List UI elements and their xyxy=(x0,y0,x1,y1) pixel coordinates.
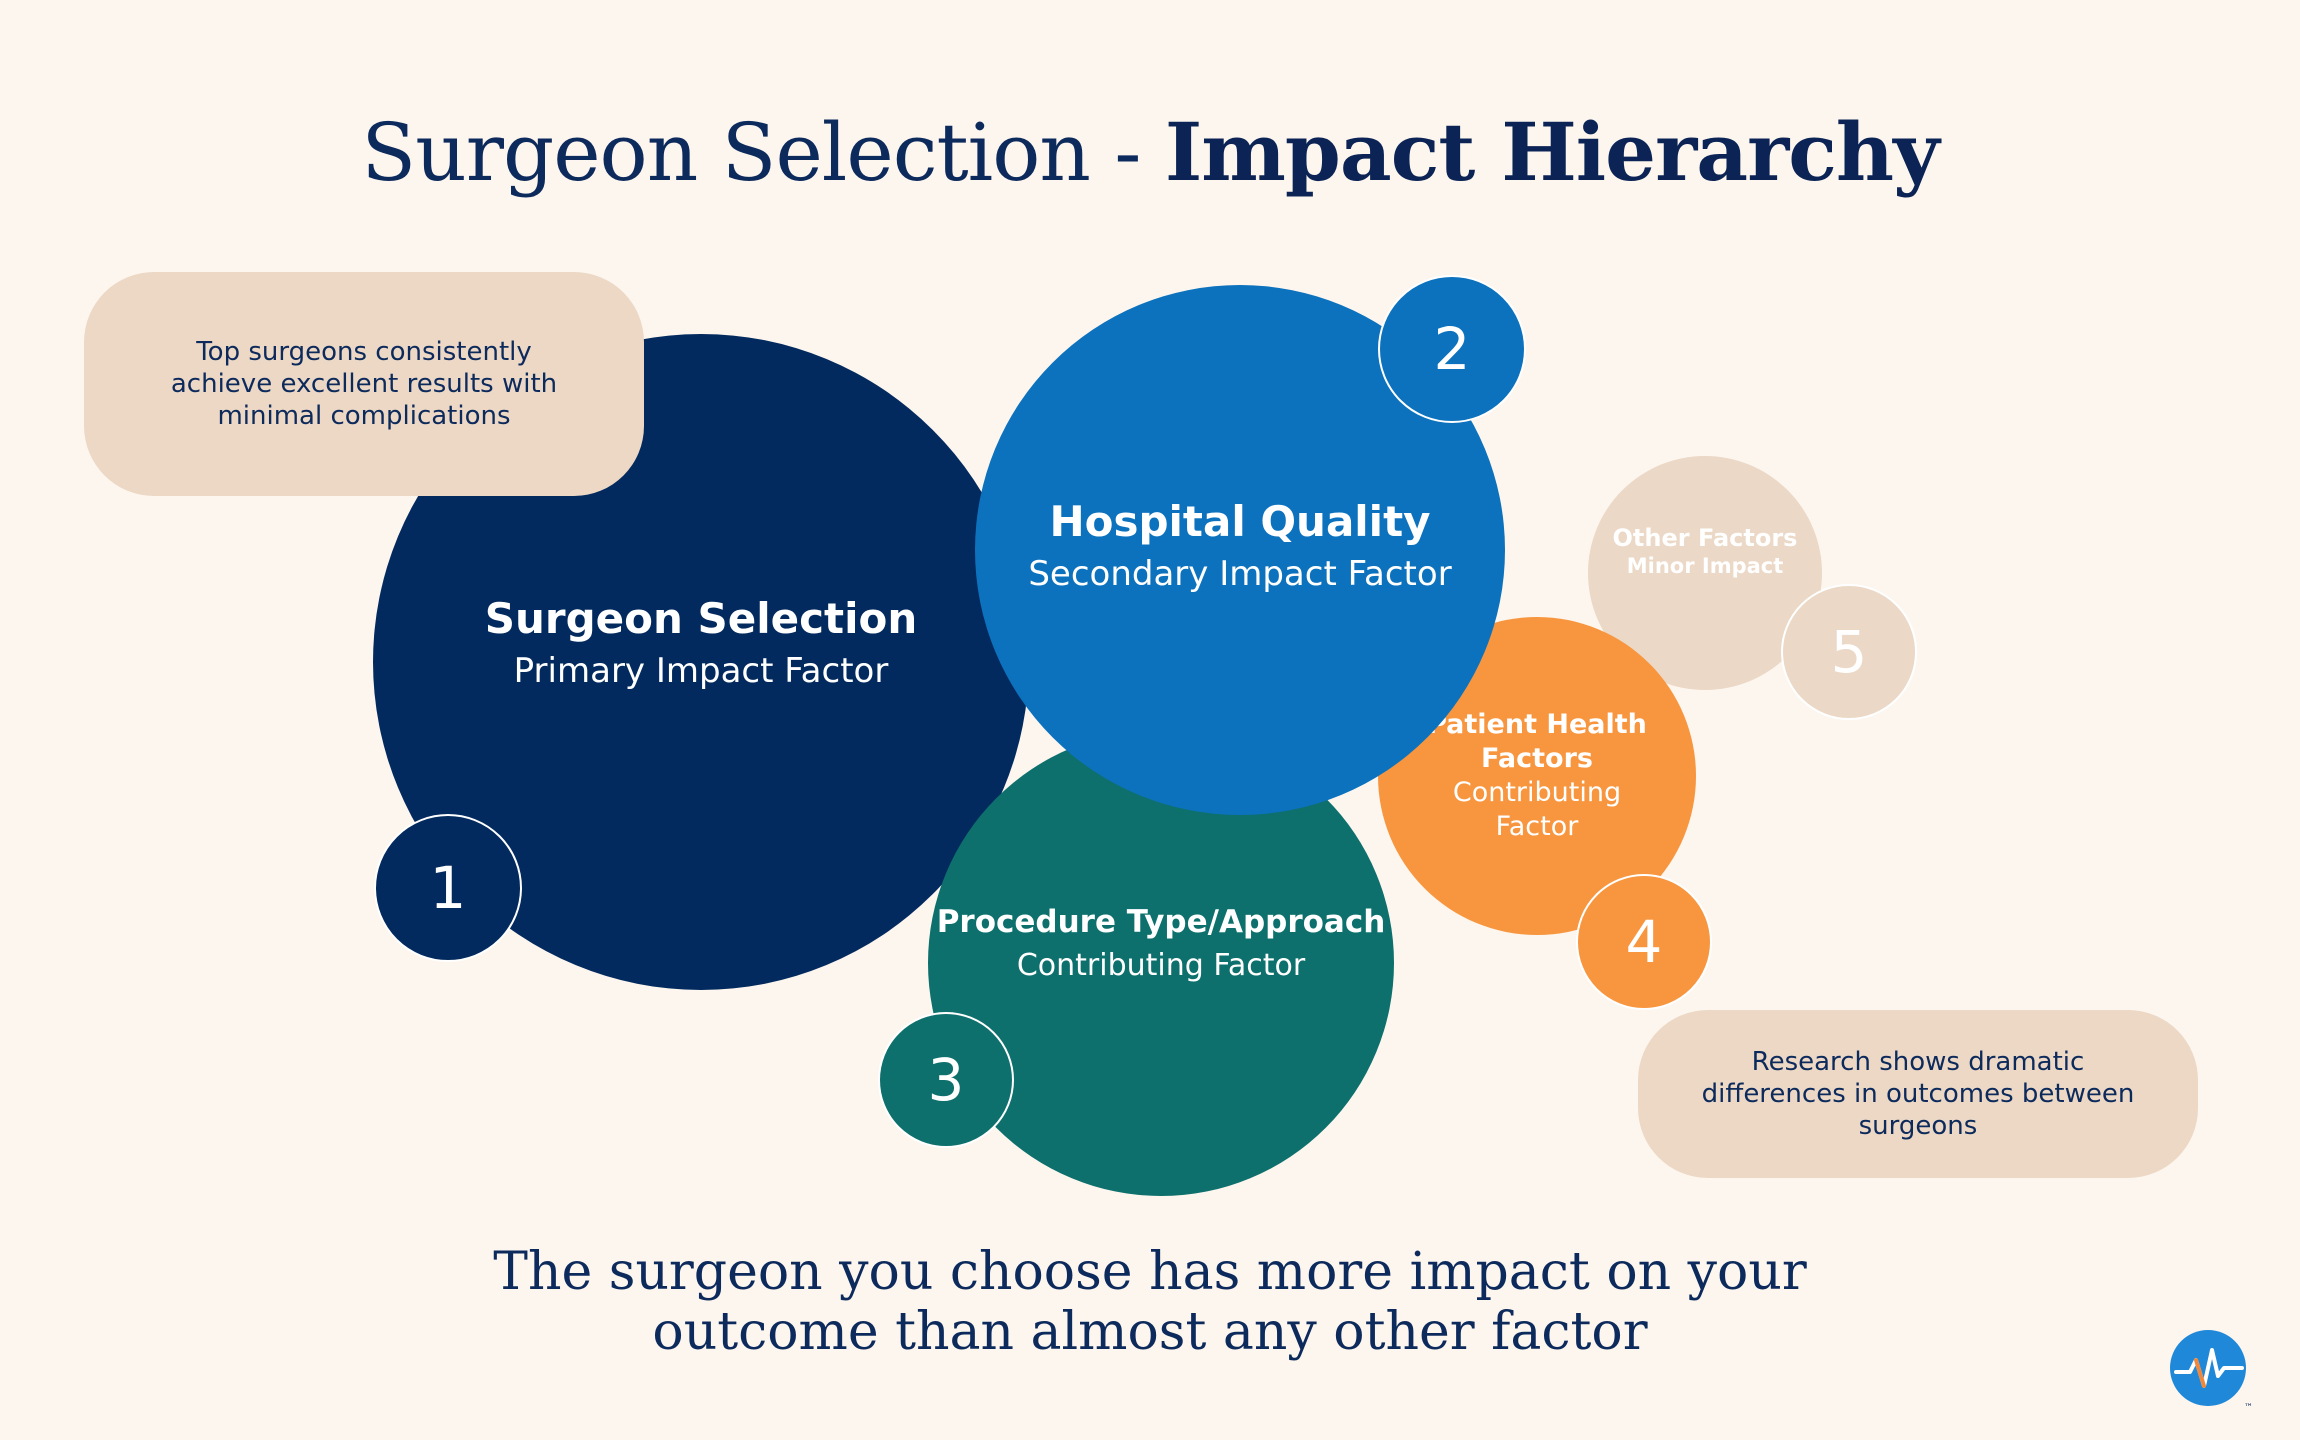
factor-name-other-factors: Other Factors xyxy=(1612,524,1798,552)
note-research: Research shows dramatic differences in o… xyxy=(1638,1010,2198,1178)
note-bottom-text: Research shows dramatic differences in o… xyxy=(1701,1047,2135,1141)
factor-name-procedure-type: Procedure Type/Approach xyxy=(936,903,1386,940)
rank-badge-2: 2 xyxy=(1378,275,1526,423)
tagline: The surgeon you choose has more impact o… xyxy=(0,1242,2300,1362)
note-top-text: Top surgeons consistently achieve excell… xyxy=(170,337,558,431)
page-title: Surgeon Selection - Impact Hierarchy xyxy=(0,105,2300,199)
title-bold: Impact Hierarchy xyxy=(1164,105,1940,199)
rank-badge-5: 5 xyxy=(1781,584,1917,720)
title-regular: Surgeon Selection - xyxy=(361,106,1165,199)
circle-hospital-quality: Hospital Quality Secondary Impact Factor xyxy=(975,285,1505,815)
rank-badge-3: 3 xyxy=(878,1012,1014,1148)
tagline-line-2: outcome than almost any other factor xyxy=(652,1302,1648,1362)
factor-subtitle-hospital-quality: Secondary Impact Factor xyxy=(1028,553,1452,594)
rank-badge-1: 1 xyxy=(374,814,522,962)
factor-name-patient-health: Patient Health Factors xyxy=(1427,709,1647,774)
factor-subtitle-patient-health: Contributing Factor xyxy=(1452,777,1622,842)
logo-trademark: ™ xyxy=(2244,1403,2252,1412)
note-top-surgeons: Top surgeons consistently achieve excell… xyxy=(84,272,644,496)
factor-subtitle-surgeon-selection: Primary Impact Factor xyxy=(513,650,889,691)
tagline-line-1: The surgeon you choose has more impact o… xyxy=(493,1242,1807,1302)
rank-badge-4: 4 xyxy=(1576,874,1712,1010)
heartbeat-logo-icon: ™ xyxy=(2170,1330,2252,1412)
factor-subtitle-other-factors: Minor Impact xyxy=(1626,554,1784,578)
factor-subtitle-procedure-type: Contributing Factor xyxy=(1016,947,1306,983)
factor-name-surgeon-selection: Surgeon Selection xyxy=(484,593,918,643)
circle-procedure-type: Procedure Type/Approach Contributing Fac… xyxy=(928,730,1394,1196)
factor-name-hospital-quality: Hospital Quality xyxy=(1049,496,1431,546)
